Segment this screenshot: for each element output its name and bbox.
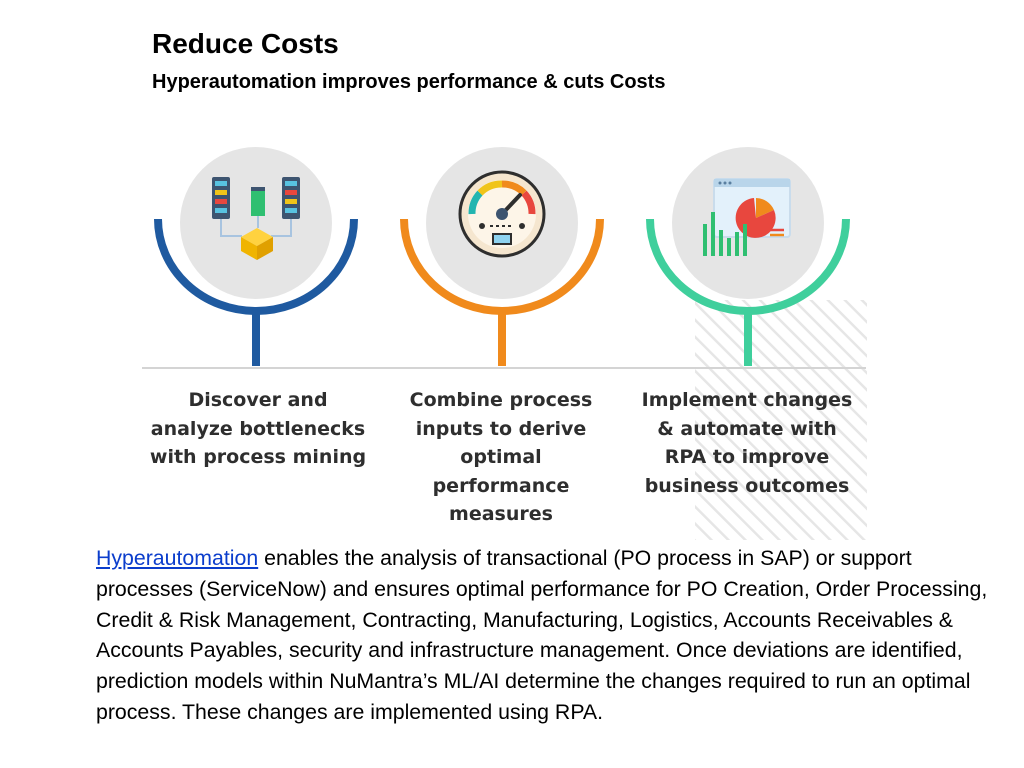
page-title: Reduce Costs: [152, 28, 339, 59]
hyperautomation-link[interactable]: Hyperautomation: [96, 546, 259, 570]
process-mining-icon: [212, 177, 300, 260]
step-3-text: Implement changes & automate with RPA to…: [641, 389, 853, 497]
step-1-circle: [180, 147, 332, 299]
step-2-graphic: [400, 147, 604, 366]
page-subtitle: Hyperautomation improves performance & c…: [152, 71, 666, 93]
step-1-graphic: [154, 147, 358, 366]
analytics-chart-icon: [703, 178, 791, 256]
description-paragraph: Hyperautomation enables the analysis of …: [96, 543, 996, 728]
step-1-text: Discover and analyze bottlenecks with pr…: [149, 389, 367, 468]
description-text: enables the analysis of transactional (P…: [96, 546, 988, 724]
step-2-text: Combine process inputs to derive optimal…: [409, 389, 593, 525]
step-3-graphic: [646, 147, 850, 366]
hyperautomation-infographic: Discover and analyze bottlenecks with pr…: [140, 140, 870, 540]
gauge-icon: [458, 170, 546, 258]
infographic-graphic: [142, 147, 867, 540]
hatch-background: [695, 300, 867, 540]
